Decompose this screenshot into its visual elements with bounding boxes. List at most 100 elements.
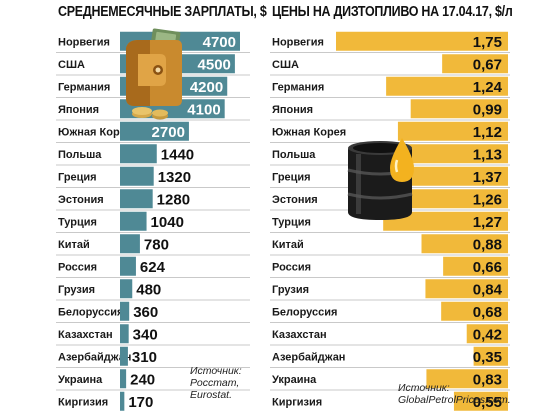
- salary-value-label: 1320: [158, 169, 191, 186]
- salary-category-label: Азербайджан: [58, 351, 131, 363]
- diesel-bar: [442, 54, 508, 74]
- salary-value-label: 2700: [152, 124, 185, 141]
- salary-value-label: 170: [128, 394, 153, 411]
- salary-value-label: 4100: [187, 101, 220, 118]
- salary-category-label: Япония: [58, 104, 99, 116]
- diesel-category-label: Польша: [272, 149, 316, 161]
- diesel-value-label: 0,67: [473, 56, 502, 73]
- salary-value-label: 310: [132, 349, 157, 366]
- salary-value-label: 480: [136, 281, 161, 298]
- salary-value-label: 360: [133, 304, 158, 321]
- diesel-value-label: 0,88: [473, 236, 502, 253]
- salary-value-label: 340: [133, 326, 158, 343]
- salary-category-label: Германия: [58, 81, 110, 93]
- diesel-bar: [384, 189, 508, 209]
- diesel-chart-title: ЦЕНЫ НА ДИЗТОПЛИВО НА 17.04.17, $/л: [272, 4, 513, 20]
- diesel-value-label: 1,37: [473, 169, 502, 186]
- diesel-value-label: 0,68: [473, 304, 502, 321]
- salary-bar: [120, 324, 129, 344]
- diesel-category-label: Белоруссия: [272, 306, 337, 318]
- salary-chart-title: СРЕДНЕМЕСЯЧНЫЕ ЗАРПЛАТЫ, $: [58, 4, 267, 20]
- salary-category-label: Казахстан: [58, 329, 113, 341]
- salary-category-label: Украина: [58, 374, 103, 386]
- diesel-category-label: Китай: [272, 239, 304, 251]
- diesel-bar: [336, 31, 508, 51]
- diesel-bar: [410, 99, 508, 119]
- salary-source-label: Источник:: [190, 365, 242, 377]
- salary-bar: [120, 144, 157, 164]
- diesel-value-label: 0,66: [473, 259, 502, 276]
- salary-source-name: Росстат,: [190, 377, 240, 389]
- diesel-bar: [386, 76, 508, 96]
- diesel-value-label: 1,27: [473, 214, 502, 231]
- diesel-bar: [466, 324, 508, 344]
- diesel-bar: [453, 391, 508, 411]
- salary-value-label: 1440: [161, 146, 194, 163]
- diesel-bar: [426, 369, 508, 389]
- diesel-value-label: 0,99: [473, 101, 502, 118]
- salary-category-label: Китай: [58, 239, 90, 251]
- diesel-value-label: 1,12: [473, 124, 502, 141]
- diesel-value-label: 0,35: [473, 349, 502, 366]
- salary-category-label: США: [58, 59, 85, 71]
- diesel-source-name: GlobalPetrolPrices.com.: [398, 394, 511, 406]
- diesel-category-label: Украина: [272, 374, 317, 386]
- salary-bar: [120, 211, 147, 231]
- diesel-value-label: 1,24: [473, 79, 503, 96]
- salary-bar: [120, 301, 130, 321]
- diesel-category-label: Киргизия: [272, 396, 322, 408]
- diesel-bar: [425, 279, 508, 299]
- salary-bar: [120, 279, 133, 299]
- salary-bar: [120, 121, 189, 141]
- salary-bar: [120, 391, 125, 411]
- diesel-bar: [441, 301, 508, 321]
- salary-bar: [120, 256, 136, 276]
- diesel-category-label: Эстония: [272, 194, 318, 206]
- diesel-category-label: Россия: [272, 261, 311, 273]
- diesel-value-label: 0,83: [473, 371, 502, 388]
- diesel-bar: [383, 211, 508, 231]
- wallet-with-money-icon: [126, 28, 182, 120]
- diesel-bar: [421, 234, 508, 254]
- salary-value-label: 780: [144, 236, 169, 253]
- diesel-category-label: Азербайджан: [272, 351, 345, 363]
- diesel-bar: [396, 144, 508, 164]
- salary-category-label: Россия: [58, 261, 97, 273]
- salary-value-label: 624: [140, 259, 166, 276]
- salary-value-label: 240: [130, 371, 155, 388]
- diesel-source: Источник: GlobalPetrolPrices.com.: [398, 382, 511, 406]
- salary-category-label: Норвегия: [58, 36, 110, 48]
- diesel-category-label: Казахстан: [272, 329, 327, 341]
- salary-value-label: 4500: [198, 56, 231, 73]
- salary-source-name: Eurostat.: [190, 389, 233, 401]
- salary-category-label: Киргизия: [58, 396, 108, 408]
- diesel-category-label: Южная Корея: [272, 126, 346, 138]
- salary-category-label: Турция: [58, 216, 97, 228]
- diesel-value-label: 0,84: [473, 281, 503, 298]
- salary-source: Источник: Росстат, Eurostat.: [190, 365, 242, 401]
- diesel-value-label: 1,75: [473, 34, 502, 51]
- salary-value-label: 1040: [151, 214, 184, 231]
- salary-category-label: Грузия: [58, 284, 95, 296]
- diesel-category-label: Германия: [272, 81, 324, 93]
- diesel-category-label: США: [272, 59, 299, 71]
- diesel-value-label: 1,26: [473, 191, 502, 208]
- diesel-source-label: Источник:: [398, 382, 450, 394]
- diesel-bar: [473, 346, 508, 366]
- diesel-bar: [443, 256, 508, 276]
- diesel-value-label: 0,42: [473, 326, 502, 343]
- diesel-category-label: Япония: [272, 104, 313, 116]
- diesel-category-label: Греция: [272, 171, 311, 183]
- diesel-category-label: Турция: [272, 216, 311, 228]
- salary-value-label: 1280: [157, 191, 190, 208]
- diesel-value-label: 0,55: [473, 394, 502, 411]
- salary-category-label: Греция: [58, 171, 97, 183]
- salary-category-label: Эстония: [58, 194, 104, 206]
- salary-category-label: Польша: [58, 149, 102, 161]
- salary-bar: [120, 166, 154, 186]
- diesel-chart: Норвегия 1,75 США 0,67 Германия 1,24 Япония 0,9…: [270, 31, 510, 411]
- salary-bar: [120, 346, 128, 366]
- salary-bar: [120, 369, 127, 389]
- salary-category-label: Южная Корея: [58, 126, 132, 138]
